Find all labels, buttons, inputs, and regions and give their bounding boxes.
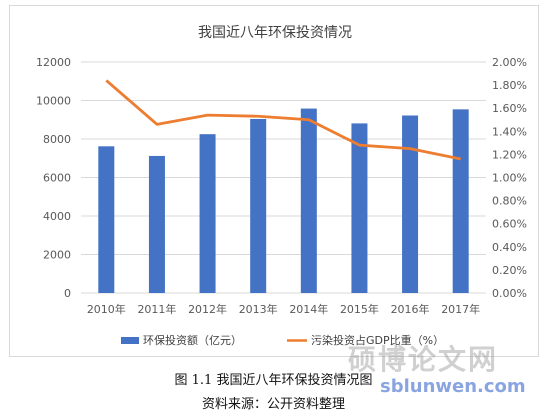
y-right-tick-label: 0.00% [492, 287, 527, 300]
bar [300, 108, 317, 294]
y-right-tick-label: 1.60% [492, 102, 527, 115]
bar [402, 115, 419, 293]
y-left-tick-label: 12000 [36, 56, 71, 69]
x-tick-label: 2011年 [137, 302, 176, 316]
y-left-tick-label: 2000 [43, 249, 71, 262]
bar [98, 146, 115, 293]
legend-label-line: 污染投资占GDP比重（%） [311, 333, 444, 347]
bar [351, 123, 368, 293]
x-tick-label: 2016年 [391, 302, 430, 316]
bar [452, 109, 469, 293]
chart-title: 我国近八年环保投资情况 [198, 25, 352, 41]
gridlines [81, 61, 486, 294]
y-left-tick-label: 8000 [43, 133, 71, 146]
x-tick-label: 2013年 [239, 302, 278, 316]
y-right-tick-label: 1.00% [492, 172, 527, 185]
line-series [105, 79, 461, 161]
x-tick-label: 2017年 [441, 302, 480, 316]
y-right-tick-label: 0.20% [492, 264, 527, 277]
x-tick-label: 2010年 [87, 302, 126, 316]
bar [199, 134, 216, 293]
y-left-tick-label: 4000 [43, 210, 71, 223]
figure-caption: 图 1.1 我国近八年环保投资情况图 [174, 373, 373, 388]
y-left-tick-label: 10000 [36, 95, 71, 108]
x-tick-label: 2015年 [340, 302, 379, 316]
y-right-tick-label: 0.80% [492, 195, 527, 208]
watermark-url: sblunwen.com [380, 376, 526, 397]
bar [148, 155, 165, 293]
y-right-tick-label: 1.80% [492, 79, 527, 92]
bar-series [98, 108, 469, 294]
legend-label-bar: 环保投资额（亿元） [143, 333, 242, 347]
y-right-tick-label: 0.40% [492, 241, 527, 254]
y-right-tick-label: 1.20% [492, 148, 527, 161]
x-tick-label: 2012年 [188, 302, 227, 316]
y-right-tick-label: 0.60% [492, 218, 527, 231]
legend: 环保投资额（亿元） 污染投资占GDP比重（%） [121, 333, 444, 347]
y-left-tick-label: 6000 [43, 172, 71, 185]
axis-labels: 0 2000 4000 6000 8000 10000 12000 0.00% 0.20% 0.4… [36, 56, 527, 316]
y-right-tick-label: 2.00% [492, 56, 527, 69]
line-series-path [105, 79, 461, 161]
y-left-tick-label: 0 [64, 287, 71, 300]
chart-svg: 我国近八年环保投资情况 0200040006000800010000120000… [36, 25, 527, 347]
chart-frame: 我国近八年环保投资情况 0 2000 4000 6000 8000 10000 12000 0… [9, 5, 539, 357]
bar [250, 118, 267, 293]
source-note: 资料来源：公开资料整理 [201, 397, 345, 412]
y-right-tick-label: 1.40% [492, 125, 527, 138]
x-tick-label: 2014年 [289, 302, 328, 316]
watermark-brand: 硕博论文网 [348, 343, 499, 376]
legend-swatch-bar [121, 337, 139, 344]
